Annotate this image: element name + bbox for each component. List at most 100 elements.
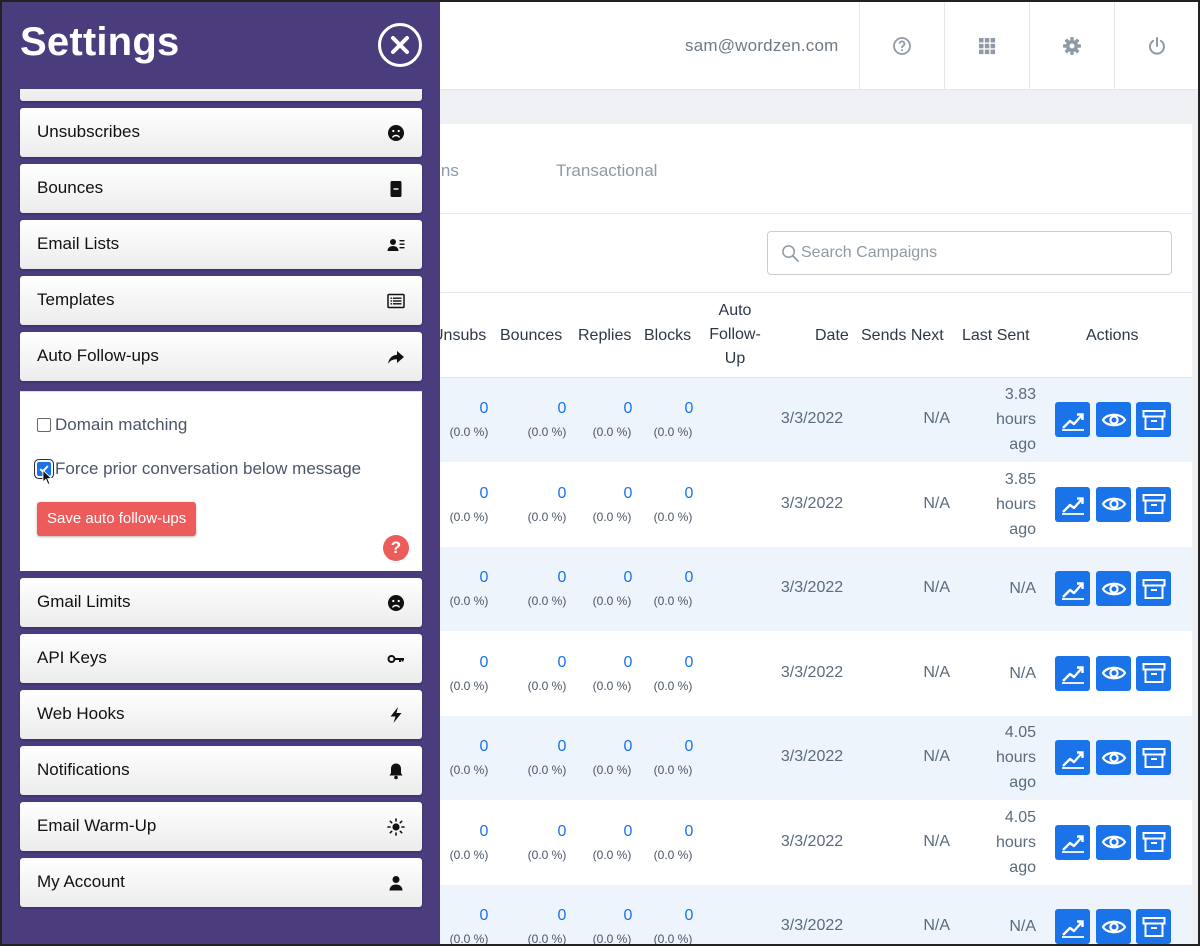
archive-button[interactable] [1136,571,1171,606]
archive-button[interactable] [1136,909,1171,944]
stats-chart-button[interactable] [1055,824,1090,860]
col-replies[interactable]: Replies [578,327,632,344]
stats-chart-button[interactable] [1055,571,1090,606]
table-row[interactable]: 0 (0.0 %) 0 (0.0 %) 0 (0.0 %) 0 (0.0 %) 3/3/2022… [422,463,1192,547]
panel-title: Settings [20,20,180,64]
last-sent-line: hours [995,411,1036,428]
replies-count[interactable]: 0 [623,738,633,755]
table-row[interactable]: 0 (0.0 %) 0 (0.0 %) 0 (0.0 %) 0 (0.0 %) 3/3/2022… [422,716,1192,800]
settings-button[interactable] [1029,2,1114,90]
logout-button[interactable] [1114,2,1198,90]
eye-button[interactable] [1096,486,1131,522]
force-prior-option[interactable]: Force prior conversation below message [37,459,361,479]
eye-button[interactable] [1096,655,1131,691]
unsubs-count[interactable]: 0 [479,569,489,586]
archive-button[interactable] [1136,402,1171,437]
help-button[interactable] [859,2,944,90]
bounces-count[interactable]: 0 [557,907,567,924]
row-sends-next: N/A [923,410,950,427]
last-sent-line: ago [1009,520,1036,538]
replies-count[interactable]: 0 [623,569,633,586]
stats-chart-button[interactable] [1055,402,1090,437]
search-input[interactable] [801,232,1161,274]
replies-count[interactable]: 0 [623,653,633,671]
blocks-count[interactable]: 0 [684,653,694,671]
bounces-count[interactable]: 0 [557,569,567,586]
settings-item-email-warm-up[interactable]: Email Warm-Up [20,802,422,851]
close-button[interactable] [378,23,422,67]
col-blocks[interactable]: Blocks [644,327,692,344]
blocks-count[interactable]: 0 [684,569,694,586]
blocks-count[interactable]: 0 [684,822,694,840]
col-sends-next[interactable]: Sends Next [861,327,944,344]
table-row[interactable]: 0 (0.0 %) 0 (0.0 %) 0 (0.0 %) 0 (0.0 %) 3/3/2022… [422,547,1192,631]
blocks-percent: (0.0 %) [653,509,693,524]
user-email[interactable]: sam@wordzen.com [685,36,839,55]
stats-chart-button[interactable] [1055,909,1090,944]
settings-item-web-hooks[interactable]: Web Hooks [20,690,422,739]
archive-button[interactable] [1136,486,1171,522]
blocks-count[interactable]: 0 [684,907,694,924]
search-box[interactable] [767,231,1172,275]
stats-chart-button[interactable] [1055,740,1090,775]
gear-icon [1063,37,1081,55]
help-button-red[interactable]: ? [383,535,409,561]
bounces-count[interactable]: 0 [557,400,567,417]
bounces-count[interactable]: 0 [557,738,567,755]
domain-matching-option[interactable]: Domain matching [37,415,187,435]
settings-item-smtp-server[interactable]: SMTP Server [20,89,422,101]
col-auto-follow-up[interactable]: Auto Follow- Up [709,302,761,367]
bounces-count[interactable]: 0 [557,822,567,840]
settings-item-notifications[interactable]: Notifications [20,746,422,795]
share-forward-icon [386,347,406,367]
table-row[interactable]: 0 (0.0 %) 0 (0.0 %) 0 (0.0 %) 0 (0.0 %) 3/3/2022… [422,378,1192,462]
settings-item-unsubscribes[interactable]: Unsubscribes [20,108,422,157]
archive-icon [1141,745,1167,771]
table-row[interactable]: 0 (0.0 %) 0 (0.0 %) 0 (0.0 %) 0 (0.0 %) 3/3/2022… [422,885,1192,944]
table-row[interactable]: 0 (0.0 %) 0 (0.0 %) 0 (0.0 %) 0 (0.0 %) 3/3/2022… [422,801,1192,885]
archive-button[interactable] [1136,655,1171,691]
blocks-count[interactable]: 0 [684,738,694,755]
stats-chart-button[interactable] [1055,486,1090,522]
col-last-sent[interactable]: Last Sent [962,327,1030,344]
eye-button[interactable] [1096,824,1131,860]
tab-transactional[interactable]: Transactional [556,161,658,180]
settings-item-email-lists[interactable]: Email Lists [20,220,422,269]
blocks-percent: (0.0 %) [653,594,693,608]
settings-item-templates[interactable]: Templates [20,276,422,325]
settings-item-gmail-limits[interactable]: Gmail Limits [20,578,422,627]
apps-button[interactable] [944,2,1029,90]
settings-item-api-keys[interactable]: API Keys [20,634,422,683]
domain-matching-checkbox[interactable] [37,418,51,432]
save-auto-follow-ups-button[interactable]: Save auto follow-ups [37,502,197,536]
unsubs-count[interactable]: 0 [479,907,489,924]
unsubs-count[interactable]: 0 [479,738,489,755]
col-unsubs[interactable]: Unsubs [432,327,487,344]
eye-button[interactable] [1096,402,1131,437]
replies-count[interactable]: 0 [623,400,633,417]
blocks-count[interactable]: 0 [684,400,694,417]
replies-count[interactable]: 0 [623,907,633,924]
settings-item-bounces[interactable]: Bounces [20,164,422,213]
archive-button[interactable] [1136,740,1171,775]
stats-chart-button[interactable] [1055,655,1090,691]
replies-count[interactable]: 0 [623,484,633,502]
unsubs-count[interactable]: 0 [479,484,489,502]
unsubs-count[interactable]: 0 [479,822,489,840]
bounces-count[interactable]: 0 [557,484,567,502]
col-bounces[interactable]: Bounces [500,327,563,344]
unsubs-count[interactable]: 0 [479,400,489,417]
eye-button[interactable] [1096,909,1131,944]
replies-count[interactable]: 0 [623,822,633,840]
unsubs-count[interactable]: 0 [479,653,489,671]
settings-item-my-account[interactable]: My Account [20,858,422,907]
archive-button[interactable] [1136,824,1171,860]
table-row[interactable]: 0 (0.0 %) 0 (0.0 %) 0 (0.0 %) 0 (0.0 %) 3/3/2022… [422,632,1192,716]
settings-item-auto-follow-ups[interactable]: Auto Follow-ups [20,332,422,381]
archive-icon [1141,914,1167,940]
blocks-count[interactable]: 0 [684,484,694,502]
eye-button[interactable] [1096,571,1131,606]
bounces-count[interactable]: 0 [557,653,567,671]
col-date[interactable]: Date [815,327,849,344]
eye-button[interactable] [1096,740,1131,775]
